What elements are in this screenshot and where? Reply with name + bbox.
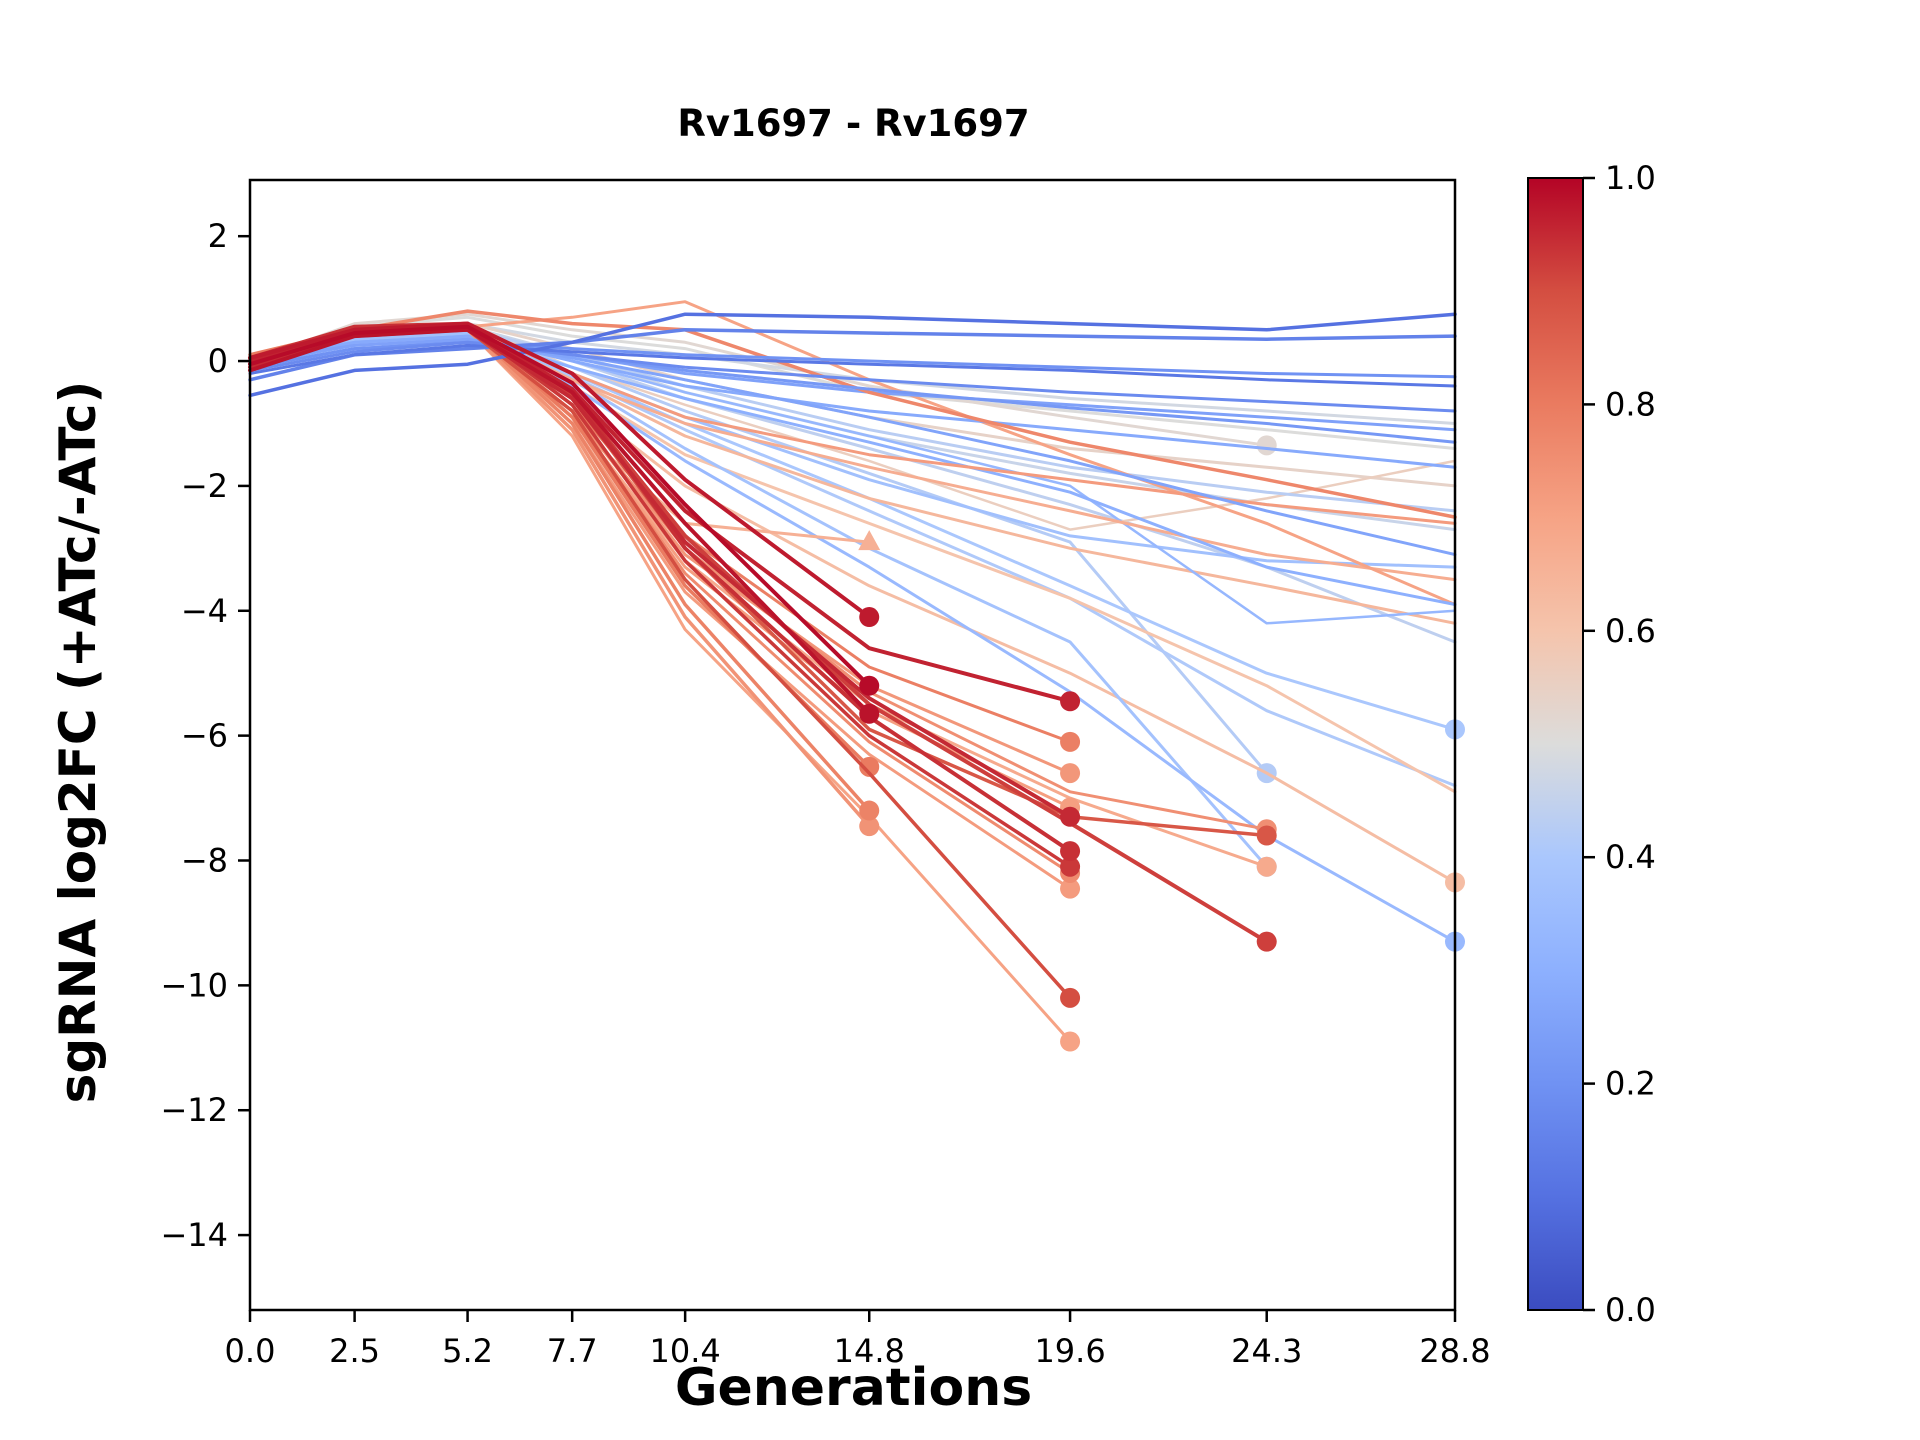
series-end-marker-triangle <box>858 530 881 551</box>
series-end-marker <box>1060 987 1081 1008</box>
series-line <box>248 312 1457 398</box>
series-end-marker <box>1060 763 1081 784</box>
series-end-marker <box>1060 691 1081 712</box>
series-end-marker <box>1256 435 1277 456</box>
series-end-marker <box>1256 931 1277 952</box>
series-end-marker <box>859 703 880 724</box>
series-line <box>248 327 872 716</box>
y-axis-label: sgRNA log2FC (+ATc/-ATc) <box>49 380 107 1104</box>
series-end-marker <box>859 800 880 821</box>
axes-box <box>248 178 1457 1312</box>
series-end-marker <box>859 756 880 777</box>
y-tick-label: −2 <box>181 467 228 505</box>
series-line <box>248 340 1457 413</box>
series-end-marker <box>1060 841 1081 862</box>
colorbar-tick-label: 0.2 <box>1605 1065 1656 1103</box>
series-end-marker <box>859 816 880 837</box>
y-tick-label: −10 <box>160 966 228 1004</box>
series-line <box>248 324 872 688</box>
x-tick-label: 10.4 <box>650 1332 721 1370</box>
colorbar-tick-label: 0.8 <box>1605 385 1656 423</box>
y-tick-label: −6 <box>181 717 228 755</box>
colorbar-tick-label: 0.0 <box>1605 1291 1656 1329</box>
y-tick-label: 0 <box>208 342 228 380</box>
series-end-marker <box>1060 878 1081 899</box>
y-tick-label: −14 <box>160 1216 228 1254</box>
series-line <box>248 340 1457 379</box>
series-end-marker <box>1060 856 1081 877</box>
x-tick-label: 24.3 <box>1231 1332 1302 1370</box>
colorbar <box>1528 178 1583 1310</box>
x-tick-label: 28.8 <box>1419 1332 1490 1370</box>
y-tick-label: −8 <box>181 841 228 879</box>
x-tick-label: 2.5 <box>329 1332 380 1370</box>
x-tick-label: 0.0 <box>225 1332 276 1370</box>
series-line <box>248 328 1072 1043</box>
colorbar-outline <box>1527 177 1584 1311</box>
series-line <box>248 321 872 619</box>
series-end-marker <box>1060 806 1081 827</box>
series-line <box>248 334 1457 469</box>
series-end-marker <box>859 675 880 696</box>
series-end-marker <box>1060 731 1081 752</box>
series-line <box>248 325 1457 532</box>
y-tick-label: −12 <box>160 1091 228 1129</box>
colorbar-tick-label: 0.6 <box>1605 612 1656 650</box>
colorbar-tick-label: 1.0 <box>1605 159 1656 197</box>
series-line <box>248 337 1457 432</box>
colorbar-tick-label: 0.4 <box>1605 838 1656 876</box>
series-end-marker <box>1060 1031 1081 1052</box>
x-axis-label: Generations <box>674 1358 1033 1418</box>
chart-title: Rv1697 - Rv1697 <box>677 102 1030 145</box>
series-end-marker <box>1256 825 1277 846</box>
series-line <box>248 328 1457 513</box>
y-tick-label: 2 <box>208 217 228 255</box>
x-tick-label: 19.6 <box>1034 1332 1105 1370</box>
y-tick-label: −4 <box>181 592 228 630</box>
series-line <box>248 343 1457 388</box>
x-tick-label: 5.2 <box>442 1332 493 1370</box>
x-tick-label: 7.7 <box>547 1332 598 1370</box>
x-tick-label: 14.8 <box>834 1332 905 1370</box>
series-end-marker <box>859 607 880 628</box>
series-end-marker <box>1256 856 1277 877</box>
